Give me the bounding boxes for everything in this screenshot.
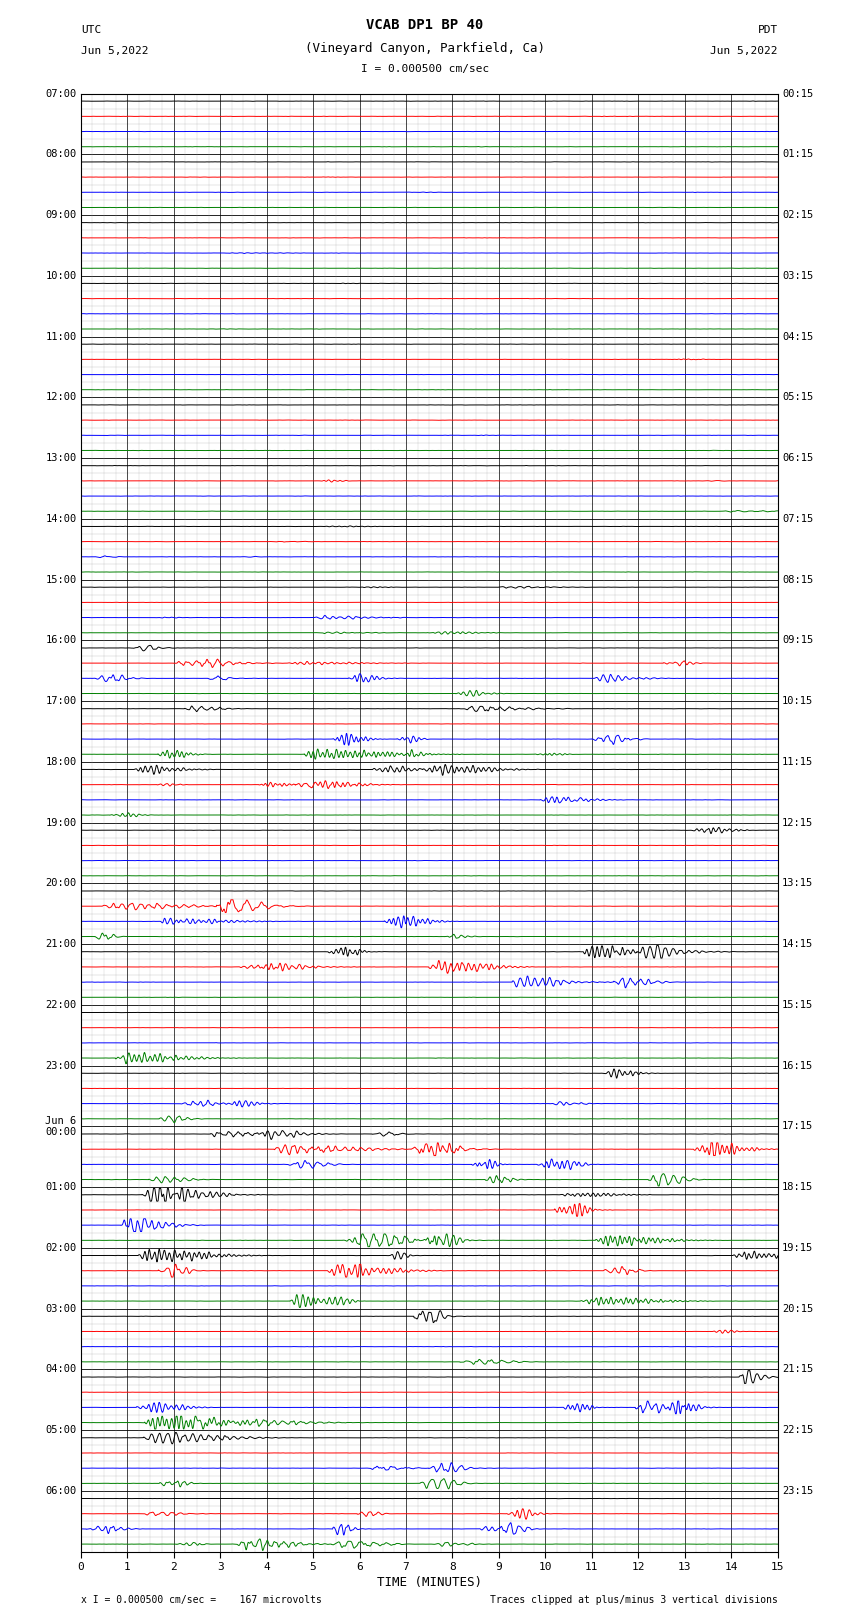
Text: 10:00: 10:00 xyxy=(45,271,76,281)
Text: 07:15: 07:15 xyxy=(782,515,813,524)
Text: PDT: PDT xyxy=(757,26,778,35)
Text: 11:00: 11:00 xyxy=(45,332,76,342)
Text: 01:00: 01:00 xyxy=(45,1182,76,1192)
Text: 08:15: 08:15 xyxy=(782,574,813,584)
Text: 08:00: 08:00 xyxy=(45,150,76,160)
Text: 23:00: 23:00 xyxy=(45,1061,76,1071)
Text: VCAB DP1 BP 40: VCAB DP1 BP 40 xyxy=(366,18,484,32)
Text: 18:00: 18:00 xyxy=(45,756,76,766)
Text: 20:00: 20:00 xyxy=(45,879,76,889)
Text: 02:15: 02:15 xyxy=(782,210,813,219)
Text: 18:15: 18:15 xyxy=(782,1182,813,1192)
Text: 00:15: 00:15 xyxy=(782,89,813,98)
Text: Traces clipped at plus/minus 3 vertical divisions: Traces clipped at plus/minus 3 vertical … xyxy=(490,1595,778,1605)
Text: UTC: UTC xyxy=(81,26,101,35)
Text: 22:00: 22:00 xyxy=(45,1000,76,1010)
Text: 12:15: 12:15 xyxy=(782,818,813,827)
Text: 01:15: 01:15 xyxy=(782,150,813,160)
Text: Jun 5,2022: Jun 5,2022 xyxy=(81,47,148,56)
Text: 17:00: 17:00 xyxy=(45,697,76,706)
Text: Jun 6
00:00: Jun 6 00:00 xyxy=(45,1116,76,1137)
Text: 19:00: 19:00 xyxy=(45,818,76,827)
Text: 04:15: 04:15 xyxy=(782,332,813,342)
Text: 21:15: 21:15 xyxy=(782,1365,813,1374)
Text: 12:00: 12:00 xyxy=(45,392,76,402)
Text: 23:15: 23:15 xyxy=(782,1486,813,1495)
Text: 06:15: 06:15 xyxy=(782,453,813,463)
Text: 04:00: 04:00 xyxy=(45,1365,76,1374)
Text: 09:15: 09:15 xyxy=(782,636,813,645)
Text: 07:00: 07:00 xyxy=(45,89,76,98)
Text: 02:00: 02:00 xyxy=(45,1244,76,1253)
X-axis label: TIME (MINUTES): TIME (MINUTES) xyxy=(377,1576,482,1589)
Text: 05:00: 05:00 xyxy=(45,1426,76,1436)
Text: 13:15: 13:15 xyxy=(782,879,813,889)
Text: 11:15: 11:15 xyxy=(782,756,813,766)
Text: 09:00: 09:00 xyxy=(45,210,76,219)
Text: I = 0.000500 cm/sec: I = 0.000500 cm/sec xyxy=(361,65,489,74)
Text: 22:15: 22:15 xyxy=(782,1426,813,1436)
Text: 17:15: 17:15 xyxy=(782,1121,813,1131)
Text: x I = 0.000500 cm/sec =    167 microvolts: x I = 0.000500 cm/sec = 167 microvolts xyxy=(81,1595,321,1605)
Text: 16:15: 16:15 xyxy=(782,1061,813,1071)
Text: 21:00: 21:00 xyxy=(45,939,76,948)
Text: 14:00: 14:00 xyxy=(45,515,76,524)
Text: 16:00: 16:00 xyxy=(45,636,76,645)
Text: 15:00: 15:00 xyxy=(45,574,76,584)
Text: 14:15: 14:15 xyxy=(782,939,813,948)
Text: 19:15: 19:15 xyxy=(782,1244,813,1253)
Text: 05:15: 05:15 xyxy=(782,392,813,402)
Text: 13:00: 13:00 xyxy=(45,453,76,463)
Text: 10:15: 10:15 xyxy=(782,697,813,706)
Text: 03:00: 03:00 xyxy=(45,1303,76,1313)
Text: 06:00: 06:00 xyxy=(45,1486,76,1495)
Text: 20:15: 20:15 xyxy=(782,1303,813,1313)
Text: (Vineyard Canyon, Parkfield, Ca): (Vineyard Canyon, Parkfield, Ca) xyxy=(305,42,545,55)
Text: 03:15: 03:15 xyxy=(782,271,813,281)
Text: Jun 5,2022: Jun 5,2022 xyxy=(711,47,778,56)
Text: 15:15: 15:15 xyxy=(782,1000,813,1010)
